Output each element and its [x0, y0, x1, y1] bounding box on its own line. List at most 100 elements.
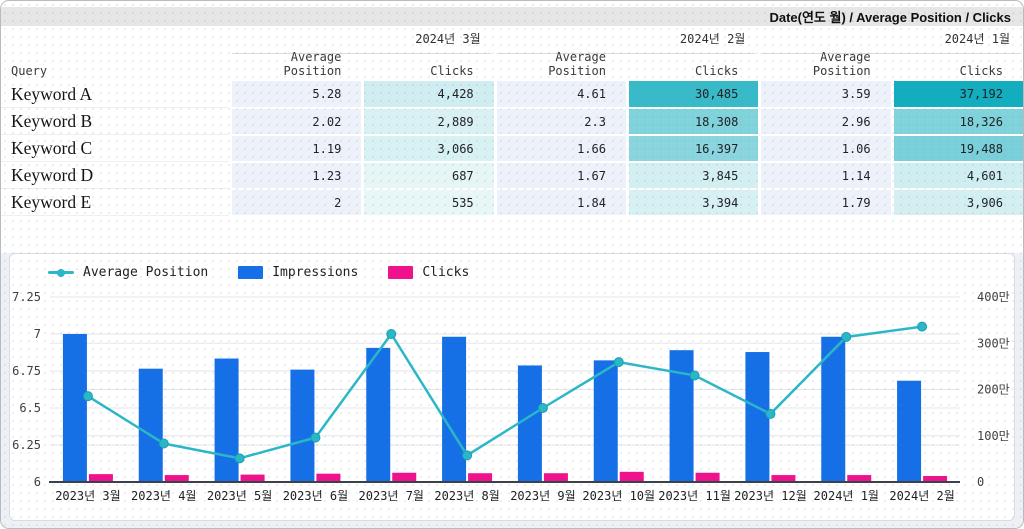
impressions-bar[interactable] — [63, 334, 87, 482]
clicks-cell[interactable]: 37,192 — [894, 81, 1023, 107]
combo-chart[interactable]: 7.2576.756.56.256400만300만200만100만02023년 … — [10, 254, 1016, 520]
x-axis-label: 2023년 5월 — [207, 489, 272, 503]
x-axis-label: 2024년 1월 — [814, 489, 879, 503]
avg-position-cell[interactable]: 1.66 — [497, 135, 626, 161]
right-axis-tick: 300만 — [977, 336, 1010, 350]
avg-position-cell[interactable]: 2.96 — [761, 108, 890, 134]
column-header-clicks[interactable]: Clicks — [891, 64, 1023, 78]
legend-label: Impressions — [272, 265, 358, 280]
avg-position-cell[interactable]: 5.28 — [232, 81, 361, 107]
avg-position-cell[interactable]: 1.67 — [497, 162, 626, 188]
query-cell[interactable]: Keyword C — [1, 135, 229, 162]
x-axis-label: 2023년 10월 — [582, 489, 655, 503]
legend-label: Clicks — [422, 265, 469, 280]
x-axis-label: 2023년 8월 — [434, 489, 499, 503]
clicks-bar[interactable] — [771, 475, 795, 482]
legend-item-clicks[interactable]: Clicks — [388, 265, 469, 280]
legend-item-average-position[interactable]: Average Position — [48, 265, 208, 280]
left-axis-tick: 7.25 — [12, 290, 41, 304]
clicks-bar[interactable] — [392, 473, 416, 482]
clicks-bar[interactable] — [241, 475, 265, 482]
query-cell[interactable]: Keyword E — [1, 189, 229, 216]
clicks-cell[interactable]: 687 — [364, 162, 493, 188]
clicks-cell[interactable]: 30,485 — [629, 81, 758, 107]
avg-position-point[interactable] — [842, 332, 851, 341]
impressions-bar[interactable] — [745, 352, 769, 482]
avg-position-point[interactable] — [235, 454, 244, 463]
clicks-cell[interactable]: 2,889 — [364, 108, 493, 134]
bar-swatch-icon — [238, 266, 263, 279]
query-cell[interactable]: Keyword A — [1, 81, 229, 108]
clicks-bar[interactable] — [468, 473, 492, 482]
impressions-bar[interactable] — [215, 359, 239, 482]
clicks-bar[interactable] — [316, 474, 340, 482]
avg-position-cell[interactable]: 1.84 — [497, 189, 626, 215]
avg-position-cell[interactable]: 1.79 — [761, 189, 890, 215]
impressions-bar[interactable] — [670, 350, 694, 482]
avg-position-cell[interactable]: 1.14 — [761, 162, 890, 188]
avg-position-point[interactable] — [159, 439, 168, 448]
impressions-bar[interactable] — [594, 360, 618, 482]
column-header-clicks[interactable]: Clicks — [361, 64, 493, 78]
clicks-cell[interactable]: 3,394 — [629, 189, 758, 215]
clicks-cell[interactable]: 3,906 — [894, 189, 1023, 215]
avg-position-point[interactable] — [463, 451, 472, 460]
clicks-bar[interactable] — [620, 472, 644, 482]
impressions-bar[interactable] — [442, 337, 466, 482]
avg-position-cell[interactable]: 2 — [232, 189, 361, 215]
avg-position-point[interactable] — [83, 392, 92, 401]
clicks-cell[interactable]: 16,397 — [629, 135, 758, 161]
left-axis-tick: 6.5 — [19, 401, 41, 415]
column-header-query[interactable]: Query — [1, 64, 229, 78]
clicks-cell[interactable]: 4,428 — [364, 81, 493, 107]
right-axis-tick: 200만 — [977, 383, 1010, 397]
clicks-cell[interactable]: 535 — [364, 189, 493, 215]
impressions-bar[interactable] — [366, 348, 390, 482]
avg-position-cell[interactable]: 2.02 — [232, 108, 361, 134]
legend-label: Average Position — [83, 265, 208, 280]
avg-position-point[interactable] — [766, 409, 775, 418]
avg-position-cell[interactable]: 2.3 — [497, 108, 626, 134]
legend-item-impressions[interactable]: Impressions — [238, 265, 358, 280]
avg-position-cell[interactable]: 1.23 — [232, 162, 361, 188]
left-axis-tick: 6.75 — [12, 364, 41, 378]
avg-position-point[interactable] — [614, 358, 623, 367]
table-row: Keyword C1.193,0661.6616,3971.0619,488 — [1, 135, 1023, 162]
clicks-bar[interactable] — [544, 473, 568, 482]
clicks-bar[interactable] — [696, 473, 720, 482]
clicks-bar[interactable] — [847, 475, 871, 482]
clicks-cell[interactable]: 3,845 — [629, 162, 758, 188]
avg-position-cell[interactable]: 1.06 — [761, 135, 890, 161]
column-header-average-position[interactable]: Average Position — [758, 50, 890, 78]
avg-position-cell[interactable]: 4.61 — [497, 81, 626, 107]
avg-position-point[interactable] — [311, 433, 320, 442]
x-axis-label: 2023년 4월 — [131, 489, 196, 503]
column-header-average-position[interactable]: Average Position — [229, 50, 361, 78]
impressions-bar[interactable] — [897, 381, 921, 482]
impressions-bar[interactable] — [290, 370, 314, 482]
avg-position-point[interactable] — [387, 330, 396, 339]
clicks-cell[interactable]: 18,308 — [629, 108, 758, 134]
left-axis-tick: 7 — [34, 327, 41, 341]
avg-position-point[interactable] — [538, 404, 547, 413]
impressions-bar[interactable] — [518, 365, 542, 482]
clicks-cell[interactable]: 3,066 — [364, 135, 493, 161]
query-cell[interactable]: Keyword D — [1, 162, 229, 189]
clicks-cell[interactable]: 4,601 — [894, 162, 1023, 188]
column-header-clicks[interactable]: Clicks — [626, 64, 758, 78]
impressions-bar[interactable] — [139, 369, 163, 482]
column-header-row: Query Average PositionClicksAverage Posi… — [1, 54, 1023, 81]
query-cell[interactable]: Keyword B — [1, 108, 229, 135]
avg-position-point[interactable] — [918, 322, 927, 331]
clicks-bar[interactable] — [89, 474, 113, 482]
table-row: Keyword D1.236871.673,8451.144,601 — [1, 162, 1023, 189]
clicks-bar[interactable] — [165, 475, 189, 482]
left-axis-tick: 6.25 — [12, 438, 41, 452]
clicks-cell[interactable]: 18,326 — [894, 108, 1023, 134]
avg-position-cell[interactable]: 3.59 — [761, 81, 890, 107]
table-row: Keyword B2.022,8892.318,3082.9618,326 — [1, 108, 1023, 135]
avg-position-point[interactable] — [690, 371, 699, 380]
avg-position-cell[interactable]: 1.19 — [232, 135, 361, 161]
column-header-average-position[interactable]: Average Position — [494, 50, 626, 78]
clicks-cell[interactable]: 19,488 — [894, 135, 1023, 161]
